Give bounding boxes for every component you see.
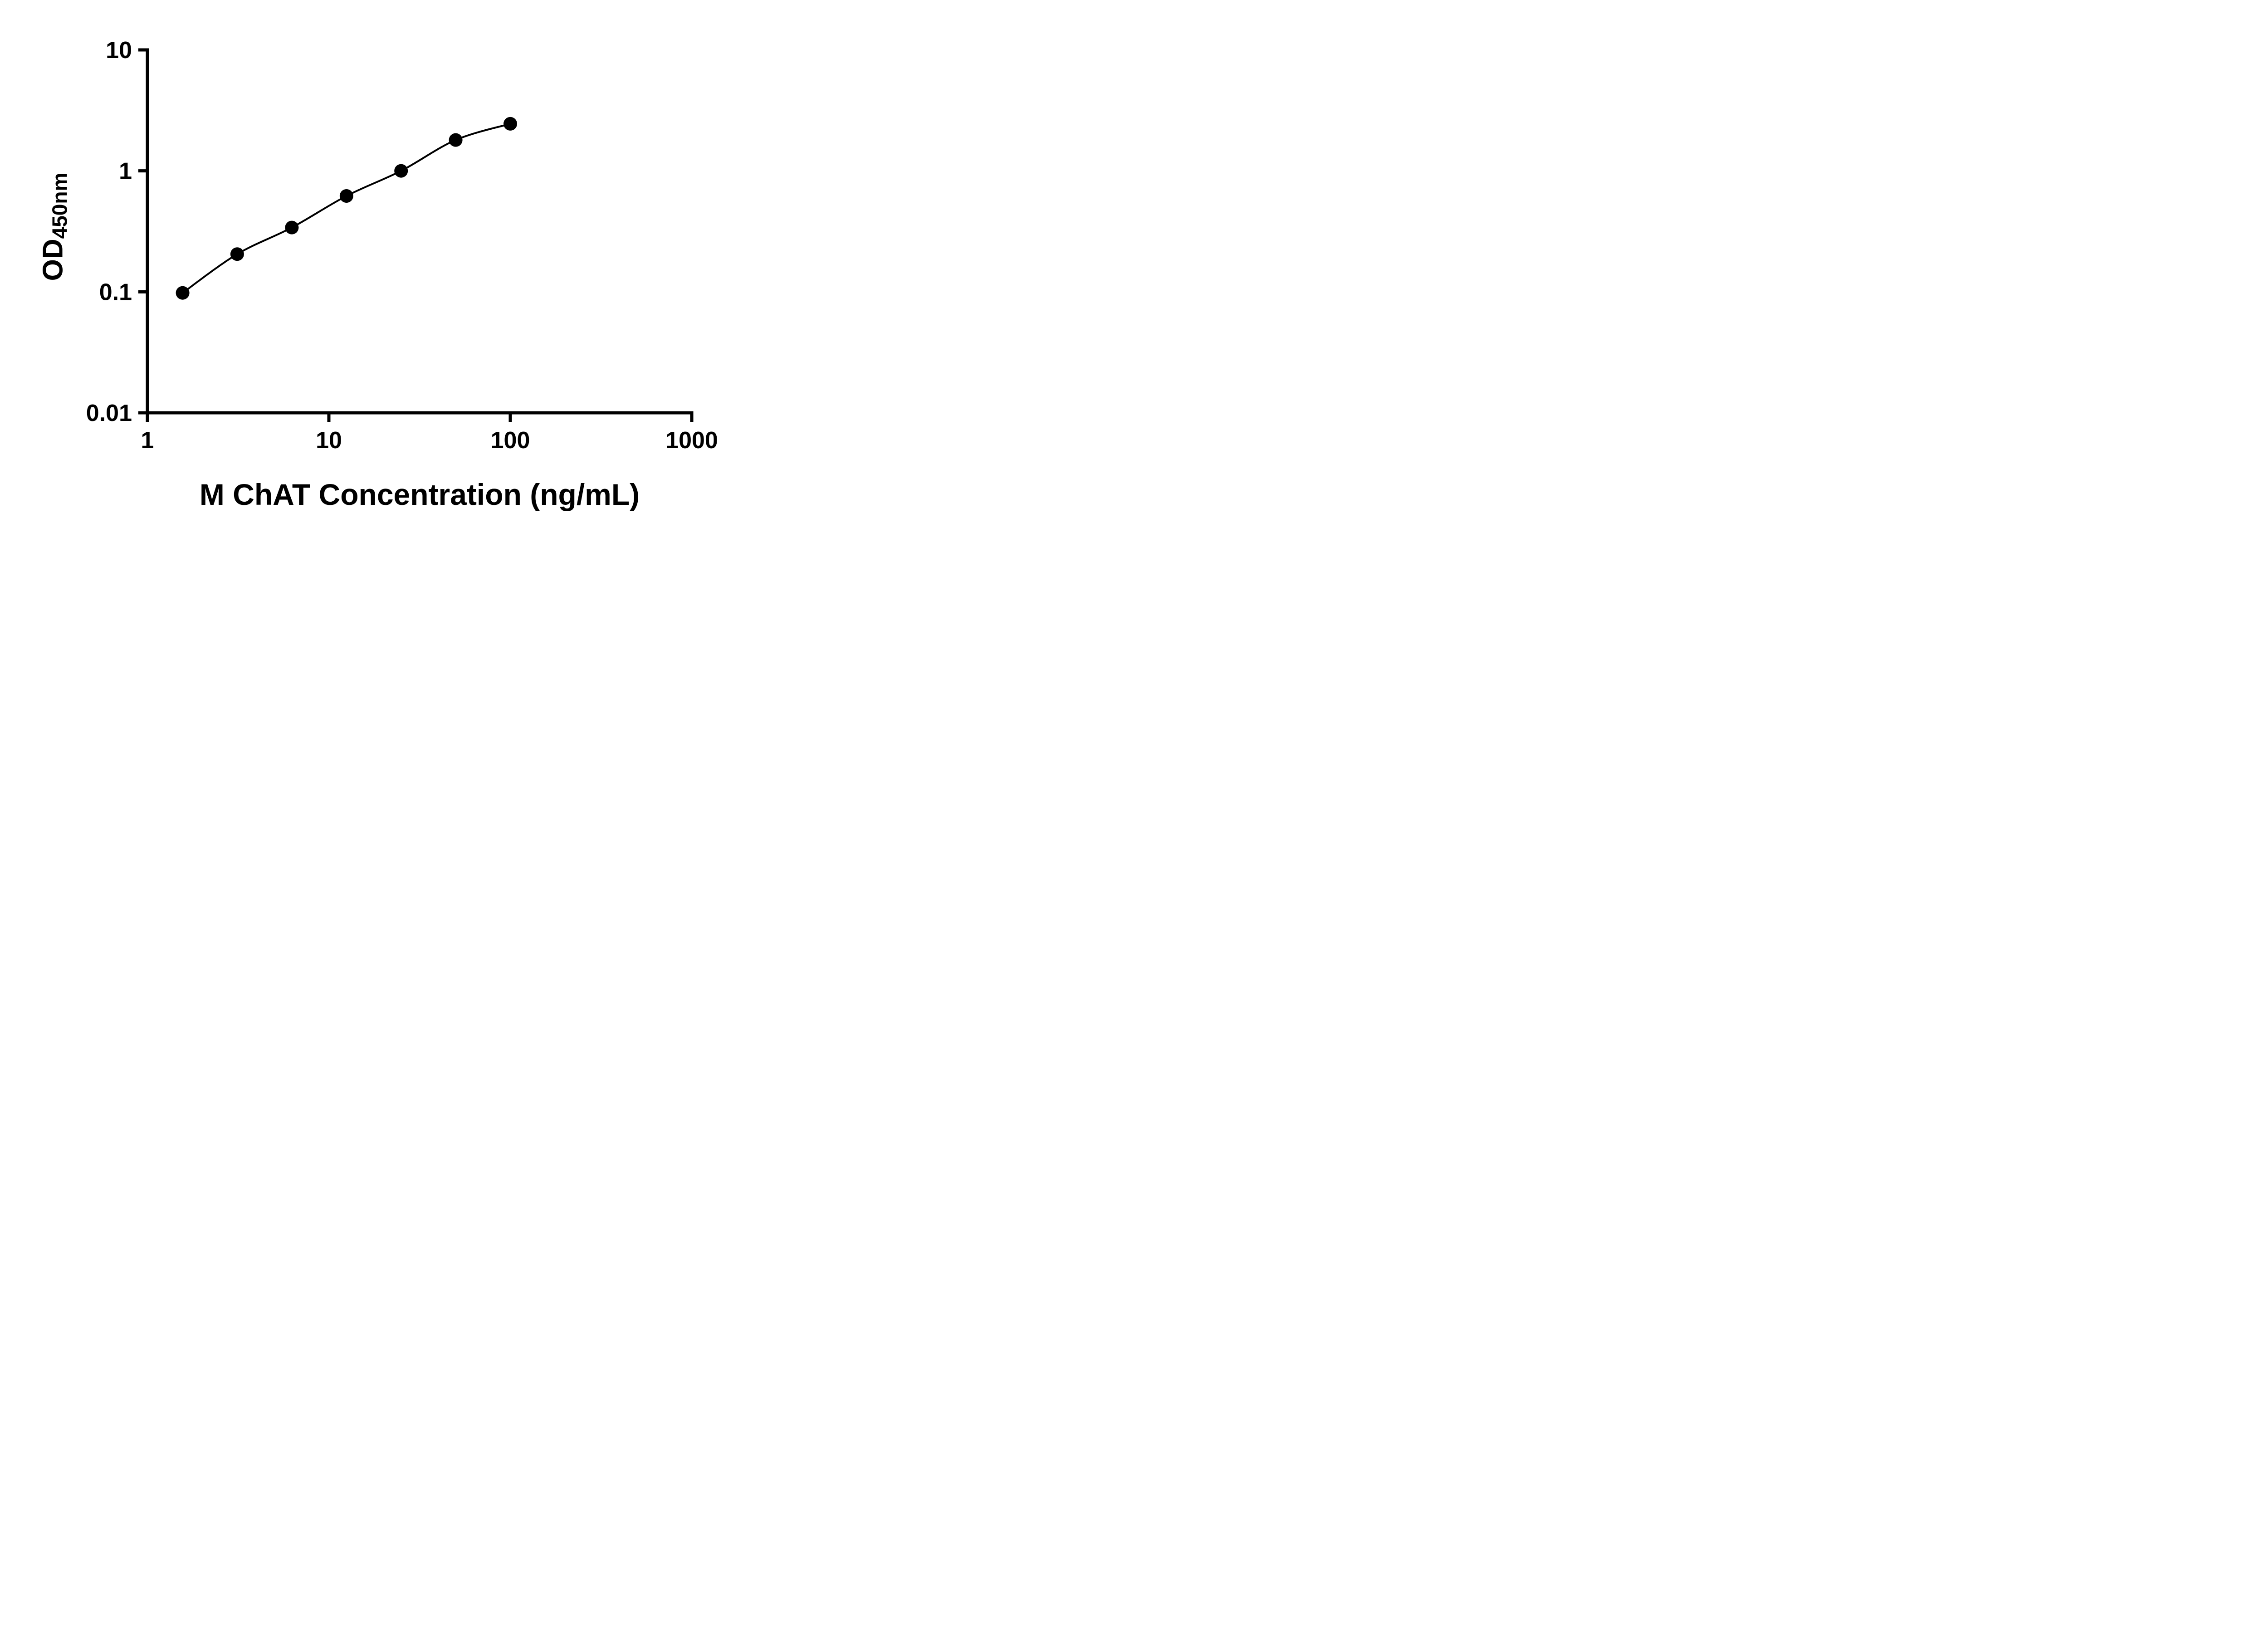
data-point: [339, 189, 353, 203]
curve-line: [182, 122, 511, 294]
y-tick-label: 0.1: [99, 279, 132, 305]
y-tick-label: 10: [106, 37, 132, 64]
x-axis-title: M ChAT Concentration (ng/mL): [199, 478, 640, 511]
chart-figure: 1 10 100 1000 0.01 0.1 1 10 M ChAT Concentratio…: [0, 0, 776, 544]
y-tick-label: 1: [119, 158, 132, 185]
y-axis-title-main: OD: [37, 239, 69, 281]
data-point: [394, 164, 408, 178]
x-tick-label: 100: [491, 427, 530, 454]
plot-svg: 1 10 100 1000 0.01 0.1 1 10: [86, 37, 718, 454]
x-tick-label: 1: [141, 427, 154, 454]
data-point: [503, 117, 517, 131]
y-tick-label: 0.01: [86, 400, 132, 426]
axis-lines: [146, 48, 694, 415]
data-point: [230, 247, 244, 261]
x-tick-label: 10: [316, 427, 342, 454]
data-point: [449, 133, 463, 147]
data-point: [285, 220, 299, 235]
y-axis-title-sub: 450nm: [48, 172, 72, 239]
y-axis-title: OD450nm: [37, 173, 72, 281]
x-tick-label: 1000: [665, 427, 718, 454]
data-point: [176, 286, 190, 300]
